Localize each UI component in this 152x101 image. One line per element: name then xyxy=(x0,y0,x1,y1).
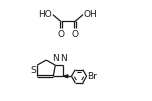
Text: S: S xyxy=(30,66,36,75)
Text: OH: OH xyxy=(84,10,97,19)
Text: O: O xyxy=(71,30,78,39)
Text: HO: HO xyxy=(38,10,52,19)
Text: N: N xyxy=(60,54,67,63)
Polygon shape xyxy=(63,75,68,78)
Text: O: O xyxy=(57,30,64,39)
Text: Br: Br xyxy=(87,72,97,81)
Text: N: N xyxy=(52,54,59,63)
